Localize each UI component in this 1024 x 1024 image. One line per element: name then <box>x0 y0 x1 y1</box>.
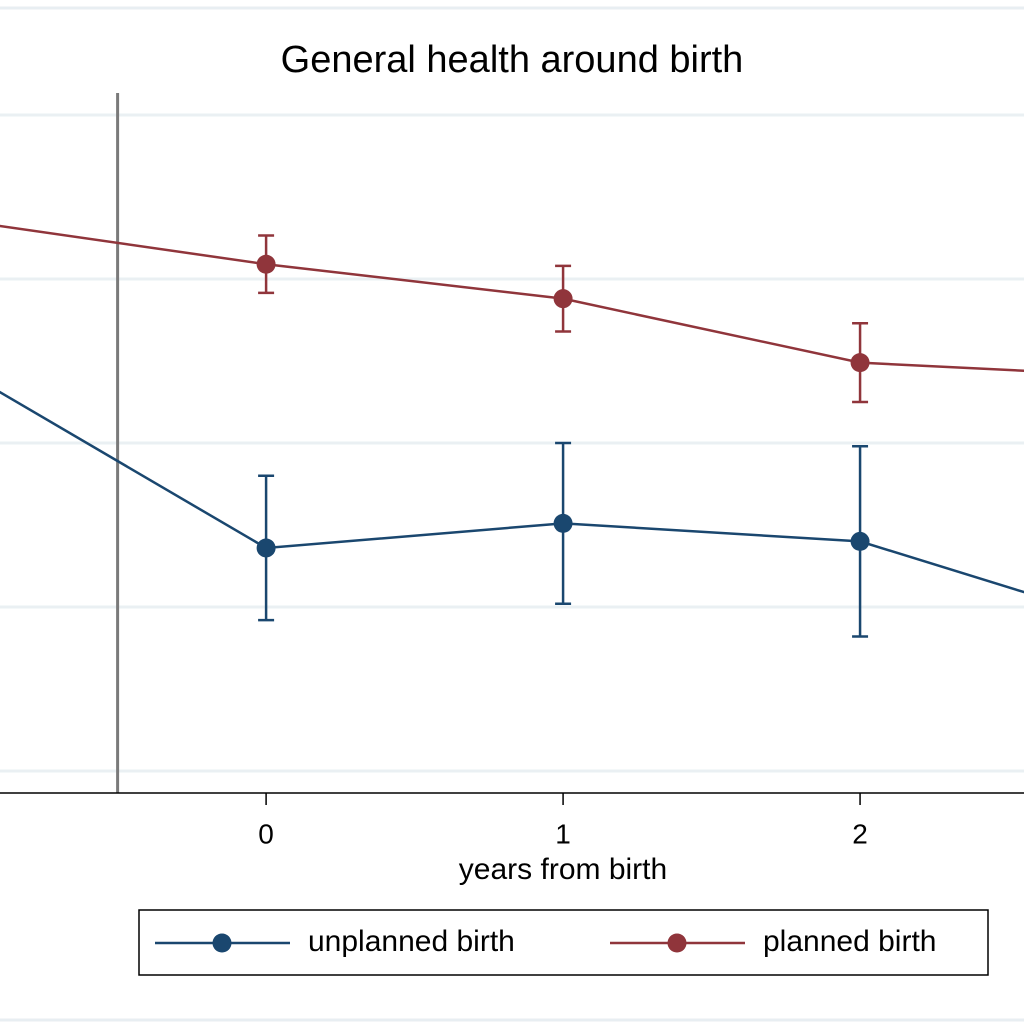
legend-label: planned birth <box>763 925 936 958</box>
marker <box>553 289 573 309</box>
x-axis-label: years from birth <box>459 853 667 886</box>
x-tick-label: 2 <box>852 818 868 849</box>
legend-marker <box>212 933 232 953</box>
legend-label: unplanned birth <box>308 925 515 958</box>
marker <box>256 538 276 558</box>
legend-marker <box>667 933 687 953</box>
chart-title: General health around birth <box>281 39 744 81</box>
marker <box>850 531 870 551</box>
x-tick-label: 1 <box>555 818 571 849</box>
marker <box>850 353 870 373</box>
x-tick-label: 0 <box>258 818 274 849</box>
marker <box>256 254 276 274</box>
marker <box>553 513 573 533</box>
